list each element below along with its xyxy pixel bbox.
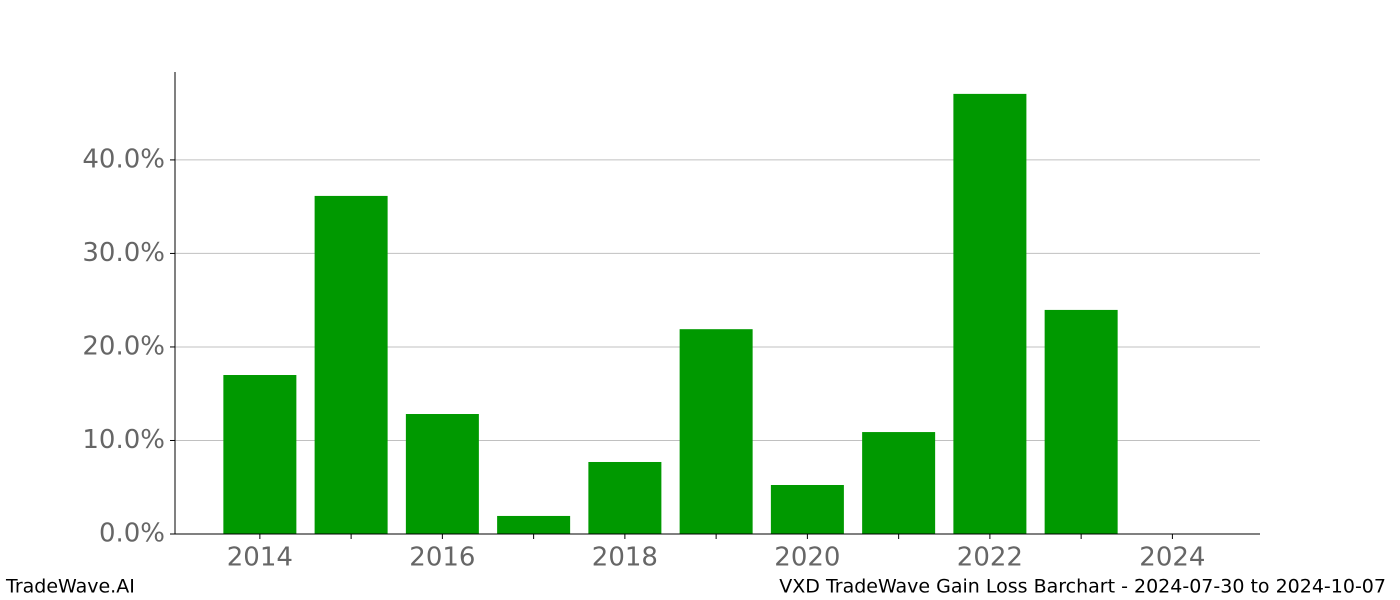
x-tick-label: 2014 [227,543,293,573]
x-tick-label: 2016 [409,543,475,573]
bar [1044,309,1118,534]
watermark: TradeWave.AI [5,576,135,598]
chart-title: VXD TradeWave Gain Loss Barchart - 2024-… [779,576,1386,598]
y-tick-label: 10.0% [82,425,165,455]
bar [314,195,388,535]
y-tick-label: 30.0% [82,238,165,268]
bar [588,461,662,534]
bar [679,329,753,534]
bar [405,414,479,534]
bar [770,484,844,534]
x-tick-label: 2024 [1139,543,1205,573]
y-tick-label: 0.0% [99,519,165,549]
x-tick-label: 2018 [592,543,658,573]
bar [497,515,571,534]
x-tick-label: 2022 [957,543,1023,573]
x-tick-label: 2020 [774,543,840,573]
bar [862,432,936,534]
bar [953,93,1027,534]
y-tick-label: 40.0% [82,144,165,174]
bar [223,375,297,534]
y-tick-label: 20.0% [82,331,165,361]
